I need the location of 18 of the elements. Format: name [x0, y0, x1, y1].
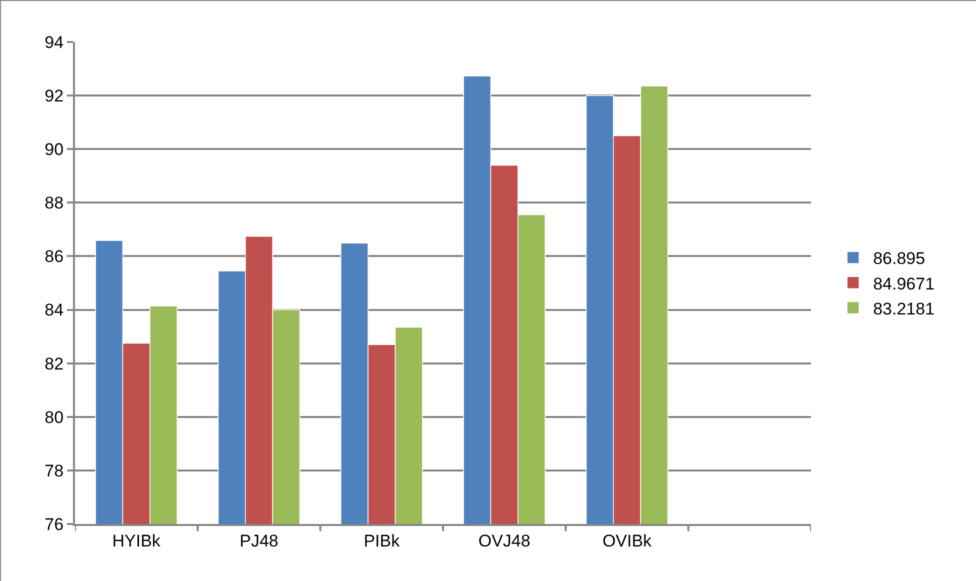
y-tick-label: 84	[44, 300, 64, 320]
y-tick-label: 90	[44, 140, 64, 160]
y-tick-label: 82	[44, 354, 64, 374]
y-tick-label: 94	[44, 32, 64, 52]
y-tick-label: 88	[44, 194, 64, 213]
x-tick-label: HYIBk	[112, 531, 161, 550]
x-tick-label: PJ48	[240, 531, 278, 550]
x-tick-label: OVJ48	[478, 531, 530, 550]
x-tick-label: PIBk	[364, 531, 400, 550]
y-tick-label: 76	[44, 514, 64, 534]
y-tick-label: 78	[44, 461, 64, 480]
y-tick-label: 92	[44, 86, 64, 106]
x-tick-label: OVIBk	[602, 531, 652, 550]
y-tick-label: 80	[44, 408, 64, 427]
y-tick-label: 86	[44, 247, 64, 266]
legend-label: 83.2181	[873, 299, 935, 318]
legend-label: 86.895	[873, 249, 926, 268]
legend-label: 84.9671	[873, 274, 935, 294]
